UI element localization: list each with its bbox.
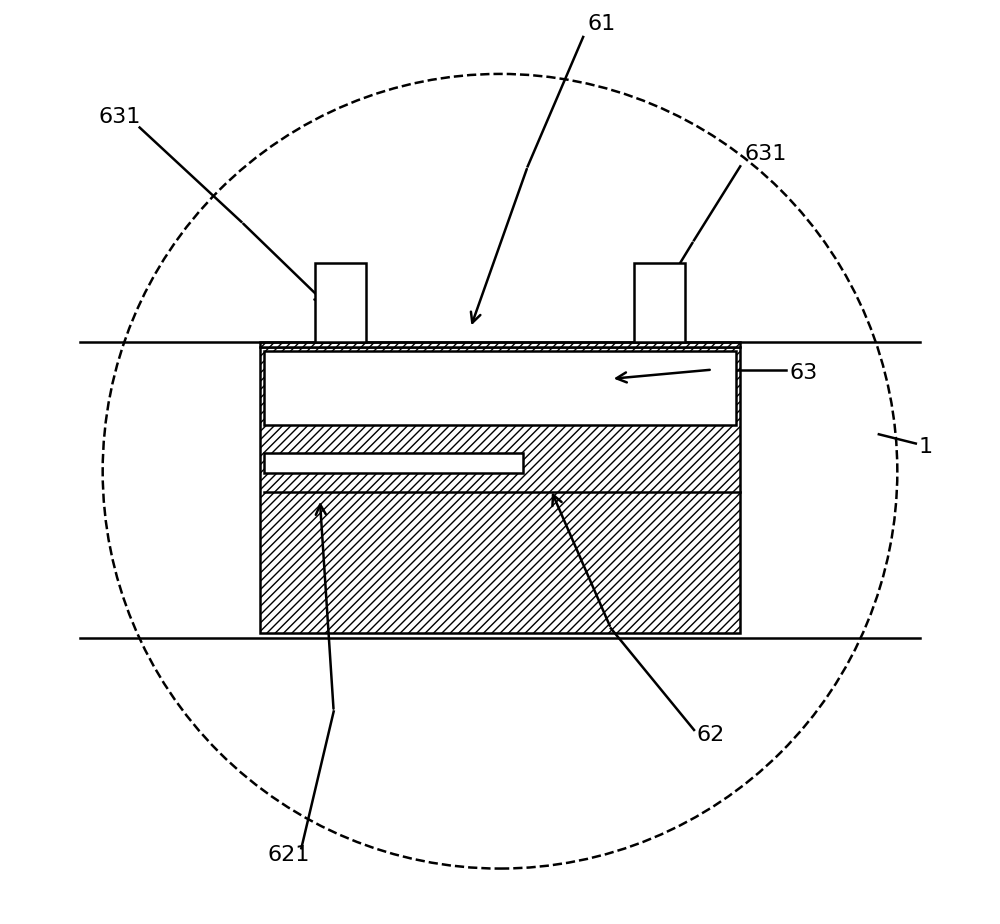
Text: 621: 621 xyxy=(267,845,310,865)
Text: 61: 61 xyxy=(588,14,616,34)
Text: 631: 631 xyxy=(745,143,787,164)
Text: 63: 63 xyxy=(789,363,817,383)
Bar xyxy=(260,342,740,346)
Text: 631: 631 xyxy=(98,106,140,127)
Text: 1: 1 xyxy=(919,437,933,457)
Text: 62: 62 xyxy=(697,724,725,745)
Bar xyxy=(264,453,523,473)
Bar xyxy=(260,346,740,633)
Bar xyxy=(634,263,685,342)
Bar xyxy=(264,351,736,425)
Bar xyxy=(315,263,366,342)
